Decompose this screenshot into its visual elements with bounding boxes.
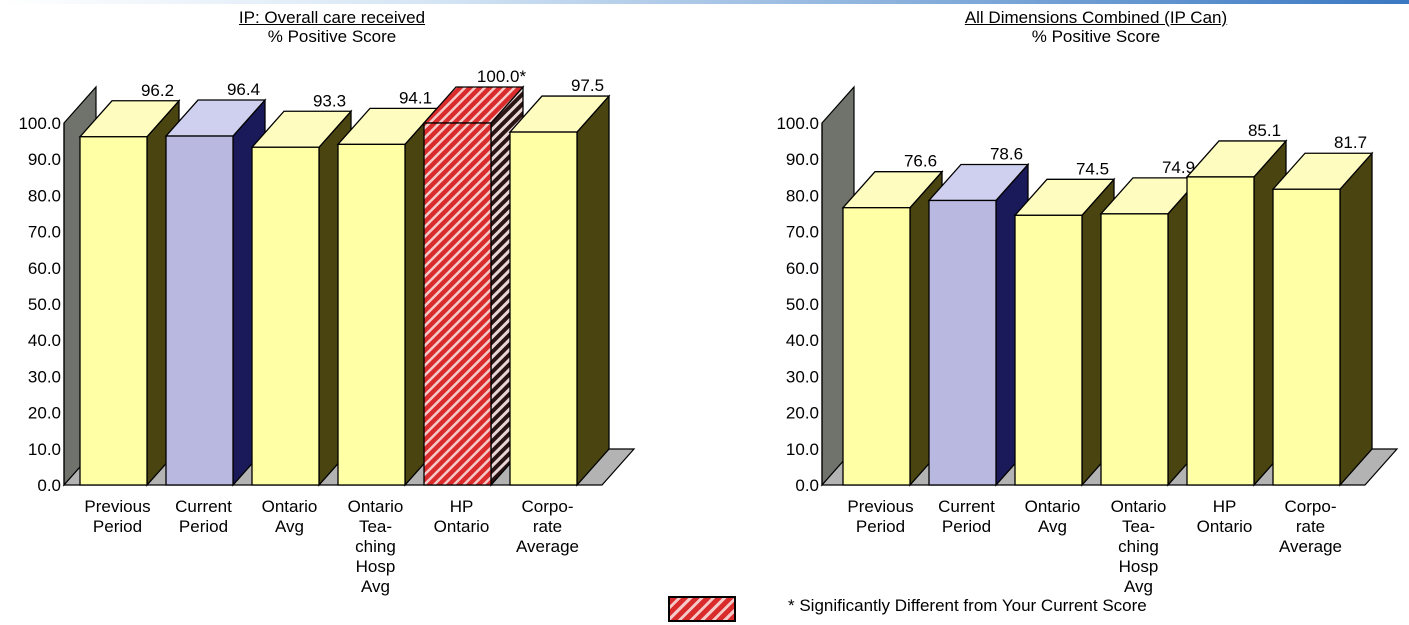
chart-2-title: All Dimensions Combined (IP Can) [964, 8, 1228, 27]
bar-front [165, 135, 234, 486]
y-tick-label: 10.0 [786, 440, 819, 459]
chart-1-value-label-6: 97.5 [571, 76, 604, 95]
top-accent-line [0, 0, 1409, 4]
y-tick-label: 80.0 [786, 186, 819, 205]
chart-1-value-label-3: 93.3 [313, 91, 346, 110]
chart-1-bar-6 [508, 94, 611, 487]
chart-2-value-label-4: 74.9 [1162, 158, 1195, 177]
y-tick-label: 20.0 [28, 404, 61, 423]
chart-1-title: IP: Overall care received [238, 8, 426, 27]
y-tick-label: 100.0 [776, 114, 819, 133]
y-tick-label: 20.0 [786, 404, 819, 423]
chart-2-category-label-1: Previous Period [847, 497, 913, 536]
chart-2-bar-3 [1013, 177, 1116, 487]
y-tick-label: 10.0 [28, 440, 61, 459]
bar-side [1339, 151, 1373, 487]
significance-legend: * Significantly Different from Your Curr… [668, 594, 1228, 624]
chart-1-bar-5 [422, 85, 525, 487]
chart-1-value-label-1: 96.2 [141, 81, 174, 100]
chart-2-category-label-4: Ontario Tea-ching Hosp Avg [1111, 497, 1167, 596]
chart-2-category-label-3: Ontario Avg [1025, 497, 1081, 536]
chart-2-value-label-5: 85.1 [1248, 121, 1281, 140]
chart-2-value-label-2: 78.6 [990, 144, 1023, 163]
y-tick-label: 90.0 [786, 150, 819, 169]
y-tick-label: 50.0 [786, 295, 819, 314]
y-tick-label: 40.0 [786, 331, 819, 350]
legend-text: * Significantly Different from Your Curr… [788, 596, 1147, 615]
bar-front [1272, 188, 1341, 486]
chart-1-value-label-2: 96.4 [227, 80, 260, 99]
chart-2-value-label-6: 81.7 [1334, 133, 1367, 152]
chart-1-bar-4 [336, 106, 439, 487]
y-tick-label: 60.0 [786, 259, 819, 278]
bar-front [928, 199, 997, 486]
bar-front [1100, 213, 1169, 486]
chart-2-heading: All Dimensions Combined (IP Can) % Posit… [936, 8, 1256, 46]
chart-1-bar-1 [78, 99, 181, 487]
chart-2-subtitle: % Positive Score [1031, 27, 1161, 46]
chart-2-category-label-5: HP Ontario [1197, 497, 1253, 536]
chart-2-category-label-2: Current Period [938, 497, 995, 536]
chart-1-bar-2 [164, 98, 267, 487]
chart-2-value-label-1: 76.6 [904, 152, 937, 171]
y-tick-label: 40.0 [28, 331, 61, 350]
chart-2-bar-4 [1099, 176, 1202, 487]
chart-1-category-label-2: Current Period [175, 497, 232, 536]
bar-front [423, 122, 492, 486]
y-tick-label: 30.0 [786, 367, 819, 386]
bar-front [337, 143, 406, 486]
y-tick-label: 90.0 [28, 150, 61, 169]
chart-2-bar-6 [1271, 151, 1374, 487]
chart-1-plot: 0.0 10.0 20.0 30.0 40.0 50.0 60.0 70.0 80.0 90.0 1… [18, 67, 636, 596]
chart-2-plot: 0.0 10.0 20.0 30.0 40.0 50.0 60.0 70.0 80.0 90.0 1… [776, 85, 1399, 596]
y-tick-label: 80.0 [28, 186, 61, 205]
bar-front [79, 136, 148, 486]
chart-2-bar-5 [1185, 139, 1288, 487]
chart-1-category-label-1: Previous Period [84, 497, 150, 536]
y-tick-label: 70.0 [28, 223, 61, 242]
chart-1-category-label-4: Ontario Tea-ching Hosp Avg [348, 497, 404, 596]
bar-front [509, 131, 578, 486]
chart-1-value-label-4: 94.1 [399, 88, 432, 107]
chart-1-category-label-3: Ontario Avg [262, 497, 318, 536]
bar-front [842, 207, 911, 486]
chart-2-bar-2 [927, 162, 1030, 487]
y-tick-label: 100.0 [18, 114, 61, 133]
y-tick-label: 0.0 [37, 476, 61, 495]
chart-1-heading: IP: Overall care received % Positive Sco… [182, 8, 482, 46]
y-tick-label: 50.0 [28, 295, 61, 314]
y-tick-label: 70.0 [786, 223, 819, 242]
chart-2-category-label-6: Corpo-rate Average [1279, 497, 1342, 556]
bar-front [1014, 214, 1083, 486]
chart-1-category-label-6: Corpo-rate Average [516, 497, 579, 556]
bar-front [251, 146, 320, 486]
y-tick-label: 30.0 [28, 367, 61, 386]
chart-1-bar-3 [250, 109, 353, 487]
bar-front [1186, 176, 1255, 486]
y-tick-label: 60.0 [28, 259, 61, 278]
chart-2-value-label-3: 74.5 [1076, 159, 1109, 178]
hatched-red-swatch-icon [668, 596, 736, 622]
chart-1-subtitle: % Positive Score [267, 27, 397, 46]
y-tick-label: 0.0 [795, 476, 819, 495]
chart-1-category-label-5: HP Ontario [434, 497, 490, 536]
chart-1-value-label-5: 100.0* [477, 67, 527, 86]
bar-side [576, 94, 610, 487]
chart-2-bar-1 [841, 169, 944, 487]
